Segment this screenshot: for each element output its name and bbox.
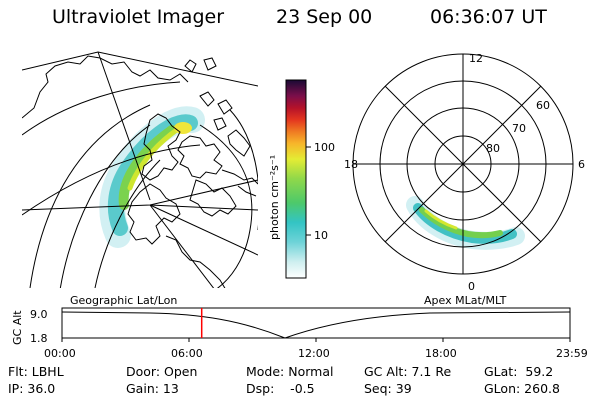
info-dsp: Dsp: -0.5 <box>246 381 315 396</box>
timeline-y-label: GC Alt <box>11 310 24 345</box>
info-door: Door: Open <box>126 364 197 379</box>
geographic-map <box>22 51 258 288</box>
map-panel-label: Geographic Lat/Lon <box>70 294 177 307</box>
intensity-colorbar: 100 10 photon cm⁻²s⁻¹ <box>268 79 335 279</box>
colorbar-unit-label: photon cm⁻²s⁻¹ <box>268 155 281 240</box>
altitude-curve <box>61 311 571 339</box>
observation-date: 23 Sep 00 <box>276 6 373 28</box>
mlat-label-70: 70 <box>512 122 526 135</box>
info-ip: IP: 36.0 <box>8 381 55 396</box>
coastlines <box>22 55 258 288</box>
timeline-y-tick-max: 9.0 <box>30 308 48 321</box>
timeline-x-tick-1200: 12:00 <box>298 347 330 360</box>
info-filter: Flt: LBHL <box>8 364 64 379</box>
instrument-title: Ultraviolet Imager <box>52 6 225 28</box>
mlat-label-60: 60 <box>536 99 550 112</box>
timeline-x-tick-2359: 23:59 <box>556 347 588 360</box>
timeline-x-tick-1800: 18:00 <box>425 347 457 360</box>
mlt-label-6: 6 <box>578 158 585 171</box>
info-glat: GLat: 59.2 <box>484 364 553 379</box>
mlat-label-80: 80 <box>486 142 500 155</box>
aurora-emission-map <box>99 106 205 248</box>
timeline-x-tick-0000: 00:00 <box>44 347 76 360</box>
polar-panel-label: Apex MLat/MLT <box>424 294 507 307</box>
colorbar-tick-100: 100 <box>314 141 335 154</box>
polar-mlat-mlt-plot: 12 18 6 0 60 70 80 <box>344 52 585 293</box>
aurora-emission-polar <box>406 196 525 250</box>
instrument-info: Flt: LBHL IP: 36.0 Door: Open Gain: 13 M… <box>8 364 560 396</box>
mlt-label-12: 12 <box>469 52 483 65</box>
colorbar-tick-10: 10 <box>314 229 328 242</box>
timeline-x-tick-0600: 06:00 <box>171 347 203 360</box>
info-glon: GLon: 260.8 <box>484 381 560 396</box>
mlt-label-0: 0 <box>468 280 475 293</box>
info-seq: Seq: 39 <box>364 381 412 396</box>
info-gc-alt: GC Alt: 7.1 Re <box>364 364 451 379</box>
info-gain: Gain: 13 <box>126 381 179 396</box>
timeline-y-tick-min: 1.8 <box>30 332 48 345</box>
observation-time: 06:36:07 UT <box>430 6 547 28</box>
altitude-timeline: GC Alt 9.0 1.8 00:00 06:00 12:00 18:00 2… <box>11 307 588 360</box>
mlt-label-18: 18 <box>344 158 358 171</box>
info-mode: Mode: Normal <box>246 364 333 379</box>
